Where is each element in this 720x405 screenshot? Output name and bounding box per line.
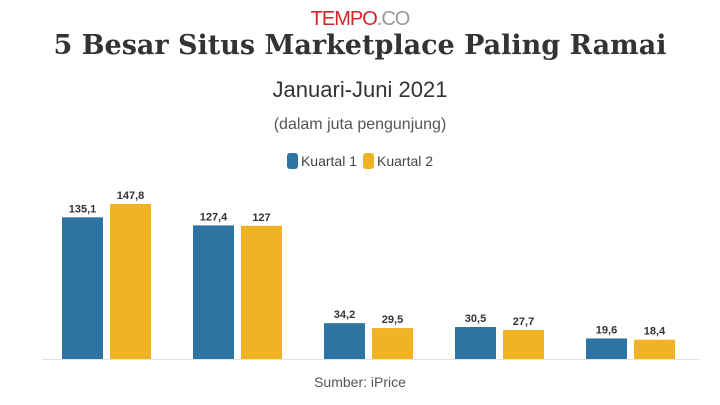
chart-subtitle: Januari-Juni 2021 (272, 77, 448, 102)
legend: Kuartal 1 Kuartal 2 (0, 153, 720, 169)
legend-label: Kuartal 2 (377, 153, 434, 169)
chart-title: 5 Besar Situs Marketplace Paling Ramai (53, 30, 667, 61)
bar-2-4 (503, 329, 544, 359)
legend-item-kuartal-2[interactable]: Kuartal 2 (363, 153, 433, 169)
legend-swatch (286, 153, 298, 169)
data-label: 27,7 (513, 316, 534, 328)
logo-main: TEMPO (310, 8, 378, 30)
bar-1-2 (193, 225, 234, 359)
data-label: 127 (252, 212, 270, 224)
bar-1-3 (324, 323, 365, 359)
bar-1-1 (62, 217, 103, 359)
bar-1-4 (455, 327, 496, 359)
bar-2-2 (241, 225, 282, 359)
legend-item-kuartal-1[interactable]: Kuartal 1 (286, 153, 357, 169)
bar-2-1 (110, 204, 151, 359)
data-label: 34,2 (334, 309, 355, 321)
legend-swatch (363, 153, 374, 169)
legend-label: Kuartal 1 (300, 153, 357, 169)
bar-2-5 (634, 339, 675, 359)
data-label: 127,4 (200, 211, 228, 223)
bar-1-5 (586, 338, 627, 359)
data-label: 18,4 (644, 326, 666, 338)
data-label: 30,5 (465, 313, 486, 325)
data-label: 19,6 (596, 324, 617, 336)
data-label: 147,8 (117, 190, 145, 202)
logo-suffix: .CO (376, 8, 411, 30)
data-label: 135,1 (69, 203, 97, 215)
data-label: 29,5 (382, 314, 403, 326)
source-note: Sumber: iPrice (314, 374, 406, 390)
bar-2-3 (372, 328, 413, 359)
tempo-logo: TEMPO.CO (0, 8, 720, 31)
chart-unit-note: (dalam juta pengunjung) (273, 116, 447, 133)
